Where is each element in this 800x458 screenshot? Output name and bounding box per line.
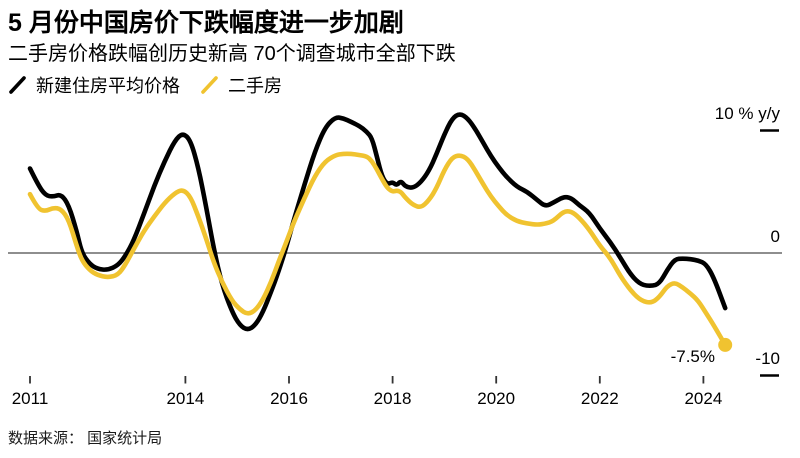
x-axis-ticks bbox=[29, 376, 705, 384]
x-axis-label: 2016 bbox=[270, 389, 308, 408]
secondhand-slash-icon bbox=[201, 76, 218, 94]
series-new-home-line bbox=[27, 112, 728, 332]
legend-label-new-home: 新建住房平均价格 bbox=[36, 76, 180, 96]
series-end-dot bbox=[718, 337, 733, 352]
y-axis-label-zero: 0 bbox=[770, 227, 780, 246]
y-axis-label-bottom: -10 bbox=[755, 349, 780, 368]
legend-label-secondhand: 二手房 bbox=[228, 76, 282, 96]
new-home-slash-icon bbox=[9, 76, 26, 94]
x-axis-labels: 2011 2014 2016 2018 2020 2022 2024 bbox=[0, 389, 800, 409]
y-axis-label-top: 10 % y/y bbox=[714, 104, 780, 123]
x-axis-label: 2020 bbox=[477, 389, 516, 408]
legend-item-secondhand: 二手房 bbox=[200, 72, 282, 98]
source-note: 数据来源： 国家统计局 bbox=[8, 430, 163, 447]
x-axis-label: 2018 bbox=[373, 389, 412, 408]
subtitle: 二手房价格跌幅创历史新高 70个调查城市全部下跌 bbox=[8, 43, 456, 65]
x-axis-label: 2022 bbox=[580, 389, 619, 408]
annotation-last-value: -7.5% bbox=[670, 347, 715, 366]
series-secondhand-line bbox=[27, 151, 728, 348]
page-title: 5 月份中国房价下跌幅度进一步加剧 bbox=[8, 9, 404, 37]
y-axis-ticks bbox=[760, 129, 779, 377]
x-axis-label: 2011 bbox=[11, 389, 49, 408]
x-axis-label: 2024 bbox=[684, 389, 723, 408]
x-axis-label: 2014 bbox=[166, 389, 205, 408]
legend-item-new-home: 新建住房平均价格 bbox=[8, 72, 180, 98]
legend: 新建住房平均价格 二手房 bbox=[8, 72, 282, 98]
